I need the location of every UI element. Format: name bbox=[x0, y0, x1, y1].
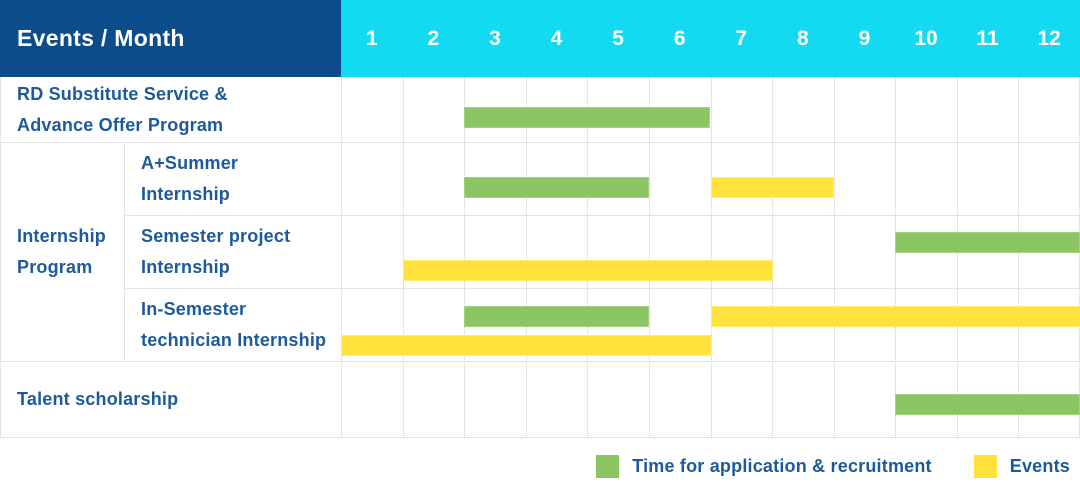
row-label-a-plus-summer-internship-text: Internship bbox=[141, 183, 231, 204]
row-label-rd-substitute-service-advance-offer-program-text: RD Substitute Service & bbox=[17, 83, 228, 104]
legend-item-green: Time for application & recruitment bbox=[596, 454, 932, 478]
row-label-a-plus-summer-internship: A+Summer Internship bbox=[124, 142, 341, 215]
group-label-internship-program: Internship Program bbox=[0, 142, 124, 361]
application-recruitment-bar-months-3-5 bbox=[464, 306, 649, 327]
month-separator bbox=[649, 77, 650, 438]
row-label-in-semester-technician-internship-text: technician Internship bbox=[141, 329, 327, 350]
legend: Time for application & recruitment Events bbox=[0, 438, 1080, 494]
month-header-1: 1 bbox=[365, 26, 378, 50]
application-recruitment-bar-months-10-12 bbox=[895, 394, 1080, 415]
events-bar-months-2-7 bbox=[403, 260, 773, 281]
row-label-in-semester-technician-internship-text: In-Semester bbox=[141, 298, 247, 319]
month-separator bbox=[526, 77, 527, 438]
month-separator bbox=[1018, 77, 1019, 438]
month-separator bbox=[772, 77, 773, 438]
month-separator bbox=[834, 77, 835, 438]
group-label-internship-program-text: Program bbox=[17, 256, 93, 277]
month-header-8: 8 bbox=[796, 26, 809, 50]
legend-item-yellow: Events bbox=[973, 454, 1070, 478]
legend-swatch-yellow-icon bbox=[973, 454, 997, 478]
application-recruitment-bar-months-3-5 bbox=[464, 177, 649, 198]
month-separator bbox=[711, 77, 712, 438]
row-border bbox=[0, 361, 1080, 362]
month-header-10: 10 bbox=[914, 26, 938, 50]
header-events-month-label: Events / Month bbox=[17, 25, 185, 51]
month-header-7: 7 bbox=[735, 26, 748, 50]
row-label-semester-project-internship-text: Semester project bbox=[141, 225, 291, 246]
month-header-9: 9 bbox=[858, 26, 871, 50]
application-recruitment-bar-months-10-12 bbox=[895, 232, 1080, 253]
events-bar-months-7-12 bbox=[711, 306, 1080, 327]
month-header-row: 1 2 3 4 5 6 7 8 9 10 11 12 bbox=[341, 0, 1080, 77]
events-bar-months-1-6 bbox=[341, 335, 711, 356]
row-label-a-plus-summer-internship-text: A+Summer bbox=[141, 152, 239, 173]
application-recruitment-bar-months-3-6 bbox=[464, 107, 710, 128]
row-label-semester-project-internship-text: Internship bbox=[141, 256, 231, 277]
label-column-divider bbox=[341, 77, 342, 438]
month-separator bbox=[464, 77, 465, 438]
header-events-month-cell: Events / Month bbox=[0, 0, 341, 77]
row-border bbox=[124, 215, 1080, 216]
month-header-11: 11 bbox=[976, 26, 999, 50]
row-label-semester-project-internship: Semester project Internship bbox=[124, 215, 341, 288]
legend-label-yellow: Events bbox=[1009, 455, 1070, 476]
row-border bbox=[0, 142, 1080, 143]
month-separator bbox=[895, 77, 896, 438]
row-label-talent-scholarship: Talent scholarship bbox=[0, 361, 341, 438]
row-label-rd-substitute-service-advance-offer-program: RD Substitute Service & Advance Offer Pro… bbox=[0, 77, 341, 142]
month-separator bbox=[587, 77, 588, 438]
group-label-internship-program-text: Internship bbox=[17, 225, 107, 246]
month-separator bbox=[403, 77, 404, 438]
month-header-3: 3 bbox=[489, 26, 501, 50]
month-header-5: 5 bbox=[612, 26, 624, 50]
row-label-rd-substitute-service-advance-offer-program-text: Advance Offer Program bbox=[17, 114, 224, 135]
sub-label-column-divider bbox=[124, 142, 125, 361]
month-header-6: 6 bbox=[673, 26, 686, 50]
legend-label-green: Time for application & recruitment bbox=[632, 455, 932, 476]
month-header-12: 12 bbox=[1037, 26, 1061, 50]
month-header-2: 2 bbox=[427, 26, 440, 50]
row-label-talent-scholarship-text: Talent scholarship bbox=[17, 389, 179, 410]
events-bar-months-7-8 bbox=[711, 177, 834, 198]
month-header-4: 4 bbox=[550, 26, 563, 50]
legend-swatch-green-icon bbox=[596, 454, 620, 478]
month-separator bbox=[957, 77, 958, 438]
row-border bbox=[124, 288, 1080, 289]
row-label-in-semester-technician-internship: In-Semester technician Internship bbox=[124, 288, 341, 361]
